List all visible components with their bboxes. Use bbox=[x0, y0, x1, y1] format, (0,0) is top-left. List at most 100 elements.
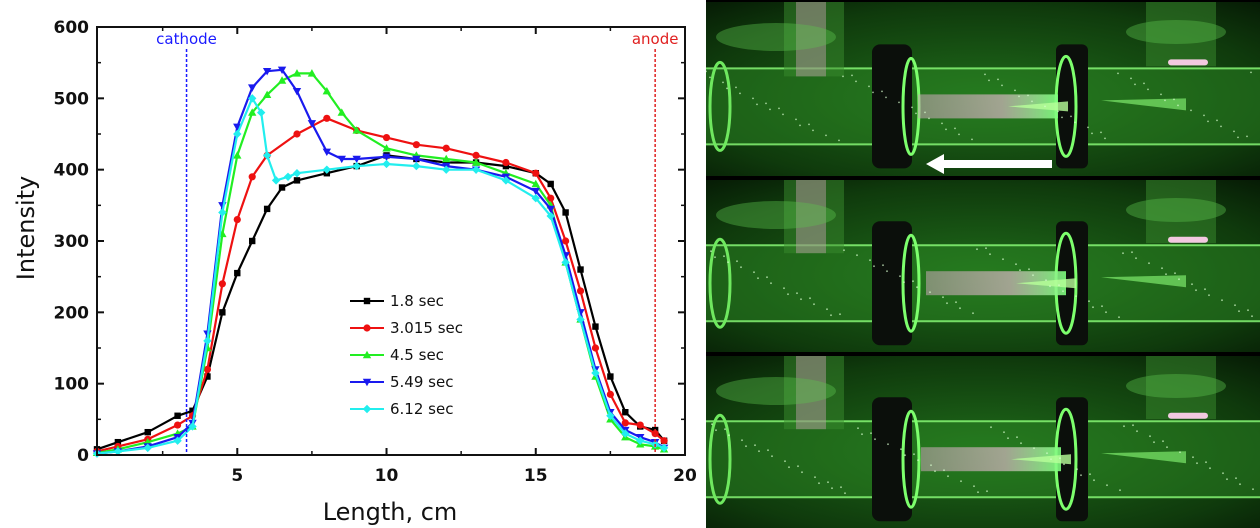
speck bbox=[1235, 477, 1237, 480]
speck bbox=[946, 302, 948, 305]
speck bbox=[945, 128, 947, 131]
outlet-glow bbox=[1101, 451, 1186, 464]
speck bbox=[899, 275, 901, 278]
legend-item-2: 3.015 sec bbox=[350, 319, 463, 337]
speck bbox=[1014, 89, 1016, 92]
speck bbox=[857, 427, 859, 430]
data-point-1-12 bbox=[293, 177, 301, 184]
speck bbox=[741, 439, 743, 442]
speck bbox=[812, 129, 814, 132]
data-point-3-19 bbox=[442, 154, 451, 163]
data-point-1-24 bbox=[592, 323, 599, 330]
x-tick-label-20: 20 bbox=[673, 466, 697, 486]
speck bbox=[1122, 252, 1124, 255]
data-point-5-6 bbox=[203, 336, 212, 346]
speck bbox=[808, 123, 810, 126]
speck bbox=[1233, 130, 1235, 133]
speck bbox=[714, 256, 716, 259]
speck bbox=[1207, 120, 1209, 123]
speck bbox=[735, 86, 737, 89]
flange-top-right bbox=[1126, 374, 1226, 398]
data-point-5-11 bbox=[262, 151, 272, 160]
speck bbox=[1134, 83, 1136, 86]
speck bbox=[1105, 311, 1107, 314]
data-point-5-19 bbox=[442, 165, 451, 174]
speck bbox=[1190, 109, 1192, 112]
data-point-1-4 bbox=[174, 412, 181, 419]
speck bbox=[1220, 125, 1222, 128]
speck bbox=[997, 78, 999, 81]
data-point-1-2 bbox=[114, 438, 122, 446]
data-point-2-7 bbox=[218, 280, 226, 288]
speck bbox=[1149, 435, 1151, 438]
speck bbox=[767, 449, 769, 452]
data-point-3-12 bbox=[292, 69, 302, 77]
speck bbox=[795, 118, 797, 121]
speck bbox=[722, 81, 724, 84]
speck bbox=[753, 271, 755, 274]
speck bbox=[873, 265, 875, 268]
coil-block bbox=[1056, 44, 1088, 169]
speck bbox=[1059, 457, 1061, 460]
speck bbox=[843, 249, 845, 252]
speck bbox=[1062, 290, 1064, 293]
speck bbox=[1238, 310, 1240, 313]
speck bbox=[1063, 463, 1065, 466]
speck bbox=[1058, 284, 1060, 287]
legend-marker-5 bbox=[362, 404, 372, 414]
speck bbox=[954, 127, 956, 130]
data-point-5-22 bbox=[531, 194, 540, 203]
speck bbox=[787, 293, 789, 296]
speck bbox=[1093, 479, 1095, 482]
speck bbox=[1001, 84, 1003, 87]
speck bbox=[1003, 431, 1005, 434]
y-tick-label-0: 0 bbox=[77, 446, 89, 466]
speck bbox=[928, 117, 930, 120]
speck bbox=[756, 103, 758, 106]
legend-marker-1 bbox=[363, 297, 371, 305]
legend-label-3: 4.5 sec bbox=[390, 346, 444, 364]
speck bbox=[813, 303, 815, 306]
speck bbox=[881, 90, 883, 93]
speck bbox=[770, 282, 772, 285]
speck bbox=[934, 470, 936, 473]
magnet-block bbox=[872, 397, 912, 522]
speck bbox=[1032, 274, 1034, 277]
data-point-2-15 bbox=[412, 141, 420, 149]
x-tick-label-5: 5 bbox=[231, 466, 243, 486]
speck bbox=[728, 434, 730, 437]
speck bbox=[972, 312, 974, 315]
x-tick-label-10: 10 bbox=[375, 466, 399, 486]
legend-item-1: 1.8 sec bbox=[350, 292, 444, 310]
speck bbox=[799, 124, 801, 127]
speck bbox=[727, 261, 729, 264]
speck bbox=[765, 102, 767, 105]
speck bbox=[988, 79, 990, 82]
speck bbox=[930, 464, 932, 467]
speck bbox=[809, 297, 811, 300]
speck bbox=[818, 482, 820, 485]
speck bbox=[831, 487, 833, 490]
speck bbox=[973, 485, 975, 488]
coil-block bbox=[1056, 397, 1088, 522]
data-point-5-28 bbox=[621, 429, 630, 438]
speck bbox=[709, 76, 711, 79]
speck bbox=[1033, 447, 1035, 450]
speck bbox=[885, 96, 887, 99]
legend-marker-4 bbox=[362, 378, 372, 387]
speck bbox=[990, 426, 992, 429]
speck bbox=[1089, 473, 1091, 476]
y-tick-label-100: 100 bbox=[54, 375, 90, 395]
data-point-2-8 bbox=[233, 216, 241, 224]
speck bbox=[1250, 71, 1252, 74]
speck bbox=[900, 448, 902, 451]
speck bbox=[726, 87, 728, 90]
legend-item-3: 4.5 sec bbox=[350, 346, 444, 364]
data-point-1-23 bbox=[577, 266, 584, 273]
data-point-2-17 bbox=[472, 151, 480, 159]
speck bbox=[1164, 99, 1166, 102]
data-point-4-8 bbox=[233, 123, 242, 132]
speck bbox=[1237, 136, 1239, 139]
data-point-5-17 bbox=[382, 159, 391, 169]
marker-layer: cathode anode bbox=[156, 30, 678, 455]
